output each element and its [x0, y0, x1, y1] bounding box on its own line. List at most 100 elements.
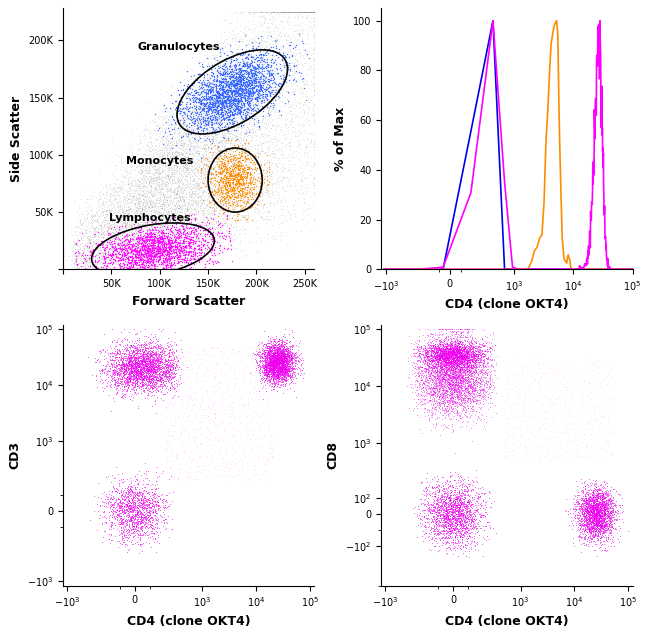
Point: [144, 362, 154, 372]
Point: [272, 350, 282, 361]
Point: [441, 368, 452, 378]
Point: [512, 393, 523, 403]
Point: [420, 494, 430, 504]
Point: [295, 7, 306, 17]
Point: [230, 125, 240, 135]
Point: [130, 211, 140, 221]
Point: [273, 358, 283, 368]
Point: [214, 95, 224, 106]
Point: [449, 408, 460, 418]
Point: [113, 151, 124, 161]
Point: [580, 506, 591, 516]
Point: [219, 188, 229, 198]
Point: [172, 205, 183, 216]
Point: [68, 264, 78, 274]
Point: [462, 362, 473, 372]
Point: [146, 350, 157, 360]
Point: [190, 178, 201, 188]
Point: [138, 251, 148, 261]
Point: [599, 445, 610, 455]
Point: [104, 209, 114, 219]
Point: [232, 83, 242, 93]
Point: [425, 361, 436, 371]
Point: [469, 349, 479, 359]
Point: [205, 211, 215, 221]
Point: [230, 65, 240, 75]
Point: [577, 478, 588, 488]
Point: [121, 506, 131, 516]
Point: [58, 264, 68, 274]
Point: [123, 194, 133, 204]
Point: [297, 7, 307, 17]
Point: [577, 499, 588, 509]
Point: [205, 178, 215, 188]
Point: [584, 453, 594, 463]
Point: [114, 249, 125, 259]
Point: [208, 106, 218, 116]
Point: [132, 370, 142, 380]
Point: [440, 356, 450, 366]
Point: [442, 490, 452, 500]
Point: [268, 211, 279, 221]
Point: [178, 425, 188, 436]
Point: [237, 92, 248, 102]
Point: [467, 406, 477, 416]
Point: [437, 350, 447, 361]
Point: [266, 368, 277, 378]
Point: [207, 385, 218, 396]
Point: [231, 100, 241, 111]
Point: [460, 522, 470, 532]
Point: [217, 453, 228, 463]
Point: [443, 340, 453, 350]
Point: [164, 157, 174, 167]
Point: [136, 165, 146, 176]
Point: [235, 155, 245, 165]
Point: [175, 183, 185, 193]
Point: [248, 156, 258, 167]
Point: [157, 150, 167, 160]
Point: [214, 127, 224, 137]
Point: [280, 361, 290, 371]
Point: [90, 227, 100, 237]
Point: [607, 497, 618, 508]
Point: [479, 349, 489, 359]
Point: [77, 264, 88, 274]
Point: [167, 359, 177, 370]
Point: [439, 501, 450, 511]
Point: [462, 481, 472, 492]
Point: [443, 358, 454, 368]
Point: [83, 193, 94, 203]
Point: [591, 511, 601, 521]
Point: [446, 403, 456, 413]
Point: [237, 92, 248, 102]
Point: [130, 225, 140, 235]
Point: [107, 510, 118, 520]
Point: [452, 352, 462, 363]
Point: [309, 183, 320, 193]
Point: [277, 204, 287, 214]
Point: [129, 343, 140, 353]
Point: [595, 511, 605, 522]
Point: [120, 389, 131, 399]
Point: [231, 85, 242, 95]
Point: [280, 380, 290, 390]
Point: [120, 239, 131, 249]
Point: [445, 393, 455, 403]
Point: [217, 154, 228, 164]
Point: [173, 129, 183, 139]
Point: [444, 523, 454, 534]
Point: [123, 376, 133, 386]
Point: [281, 345, 291, 355]
Point: [429, 361, 439, 371]
Point: [583, 502, 593, 513]
Point: [297, 84, 307, 94]
Point: [115, 184, 125, 194]
Point: [124, 374, 134, 384]
Point: [270, 149, 280, 159]
Point: [573, 395, 583, 405]
Point: [594, 488, 604, 498]
Point: [94, 264, 104, 274]
Point: [410, 376, 421, 386]
Point: [246, 113, 257, 123]
Point: [479, 355, 489, 365]
